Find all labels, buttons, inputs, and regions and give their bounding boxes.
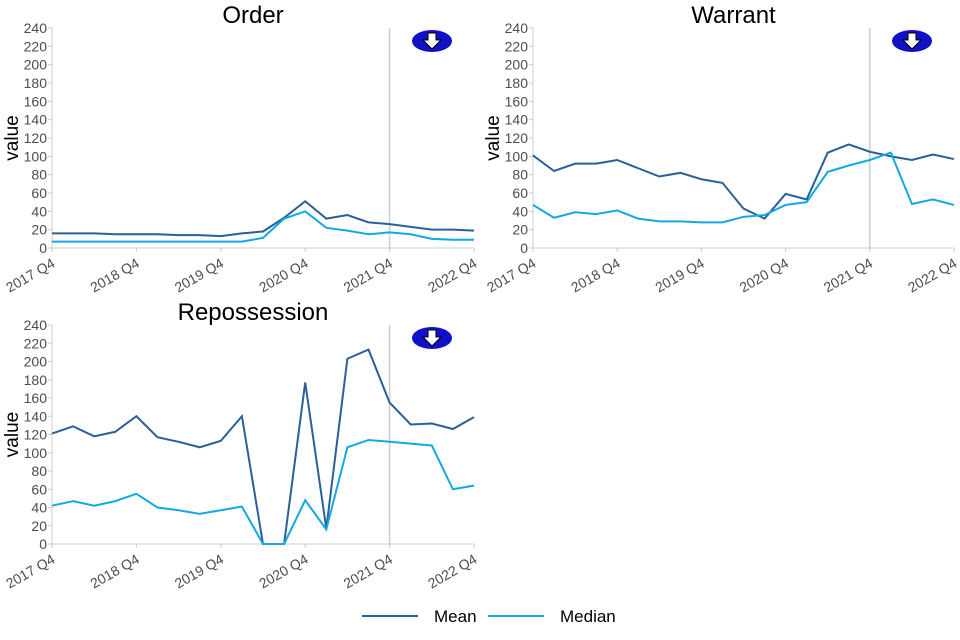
y-tick-label: 40	[31, 500, 47, 516]
legend-label-mean: Mean	[434, 607, 477, 626]
y-tick-label: 220	[24, 38, 48, 54]
panel-title: Warrant	[691, 2, 776, 29]
x-tick-label: 2019 Q4	[172, 255, 227, 296]
x-tick-label: 2021 Q4	[341, 551, 396, 592]
y-tick-label: 0	[39, 240, 47, 256]
y-axis-label: value	[483, 115, 504, 160]
y-tick-label: 240	[505, 20, 529, 36]
series-line-mean	[51, 348, 475, 545]
panel-repossession: Repossession value 0 20 40 60 80 100 120 140 160 18…	[2, 299, 480, 591]
down-arrow-icon	[412, 327, 452, 349]
y-tick-label: 220	[505, 38, 529, 54]
icon-arrow	[421, 329, 443, 347]
y-tick-label: 80	[512, 167, 528, 183]
panel-order: Order value 0 20 40 60 80 100 120 140 160 180 200 220…	[2, 2, 480, 295]
y-tick-label: 40	[31, 203, 47, 219]
y-tick-label: 140	[505, 112, 529, 128]
y-tick-label: 120	[505, 130, 529, 146]
series-line-median	[52, 210, 474, 243]
y-tick-label: 180	[24, 75, 48, 91]
x-tick-label: 2019 Q4	[172, 551, 227, 592]
x-tick-label: 2020 Q4	[256, 255, 311, 296]
x-tick-label: 2022 Q4	[905, 255, 960, 296]
icon-arrow	[421, 32, 443, 50]
series-line-mean	[532, 143, 955, 220]
x-tick-label: 2018 Q4	[568, 255, 623, 296]
legend-label-median: Median	[560, 607, 616, 626]
y-tick-label: 0	[520, 240, 528, 256]
panel-title: Order	[222, 2, 283, 29]
x-tick-label: 2021 Q4	[821, 255, 876, 296]
x-tick-label: 2020 Q4	[737, 255, 792, 296]
y-tick-label: 180	[24, 372, 48, 388]
y-tick-label: 100	[24, 445, 48, 461]
y-tick-label: 140	[24, 112, 48, 128]
y-tick-label: 0	[39, 536, 47, 552]
y-tick-label: 160	[24, 93, 48, 109]
y-tick-label: 200	[24, 57, 48, 73]
down-arrow-icon	[412, 30, 452, 52]
y-tick-label: 180	[505, 75, 529, 91]
y-tick-label: 60	[31, 481, 47, 497]
x-tick-label: 2019 Q4	[652, 255, 707, 296]
y-tick-label: 60	[31, 185, 47, 201]
legend: Mean Median	[362, 607, 616, 626]
y-tick-label: 80	[31, 167, 47, 183]
y-tick-label: 20	[31, 222, 47, 238]
y-tick-label: 20	[31, 518, 47, 534]
x-tick-label: 2017 Q4	[484, 255, 539, 296]
series-line-mean	[52, 199, 475, 238]
x-tick-label: 2022 Q4	[425, 255, 480, 296]
y-tick-label: 160	[24, 390, 48, 406]
x-tick-label: 2017 Q4	[3, 255, 58, 296]
y-tick-label: 240	[24, 317, 48, 333]
x-tick-label: 2021 Q4	[341, 255, 396, 296]
down-arrow-icon	[892, 30, 932, 52]
y-tick-label: 60	[512, 185, 528, 201]
y-tick-label: 120	[24, 130, 48, 146]
icon-arrow	[901, 32, 923, 50]
x-tick-label: 2017 Q4	[3, 551, 58, 592]
series-line-median	[51, 438, 475, 545]
x-tick-label: 2018 Q4	[87, 551, 142, 592]
y-tick-label: 160	[505, 93, 529, 109]
y-tick-label: 240	[24, 20, 48, 36]
x-tick-label: 2018 Q4	[87, 255, 142, 296]
series-line-median	[532, 151, 955, 224]
y-axis-label: value	[2, 115, 23, 160]
panel-warrant: Warrant value 0 20 40 60 80 100 120 140 160 180 200 2…	[483, 2, 960, 295]
y-tick-label: 100	[24, 148, 48, 164]
y-tick-label: 40	[512, 203, 528, 219]
y-tick-label: 200	[505, 57, 529, 73]
y-tick-label: 20	[512, 222, 528, 238]
x-tick-label: 2020 Q4	[256, 551, 311, 592]
y-axis-label: value	[2, 412, 23, 457]
y-tick-label: 200	[24, 354, 48, 370]
y-tick-label: 220	[24, 335, 48, 351]
y-tick-label: 120	[24, 427, 48, 443]
panel-title: Repossession	[178, 299, 329, 326]
y-tick-label: 100	[505, 148, 529, 164]
x-tick-label: 2022 Q4	[425, 551, 480, 592]
y-tick-label: 140	[24, 408, 48, 424]
y-tick-label: 80	[31, 463, 47, 479]
